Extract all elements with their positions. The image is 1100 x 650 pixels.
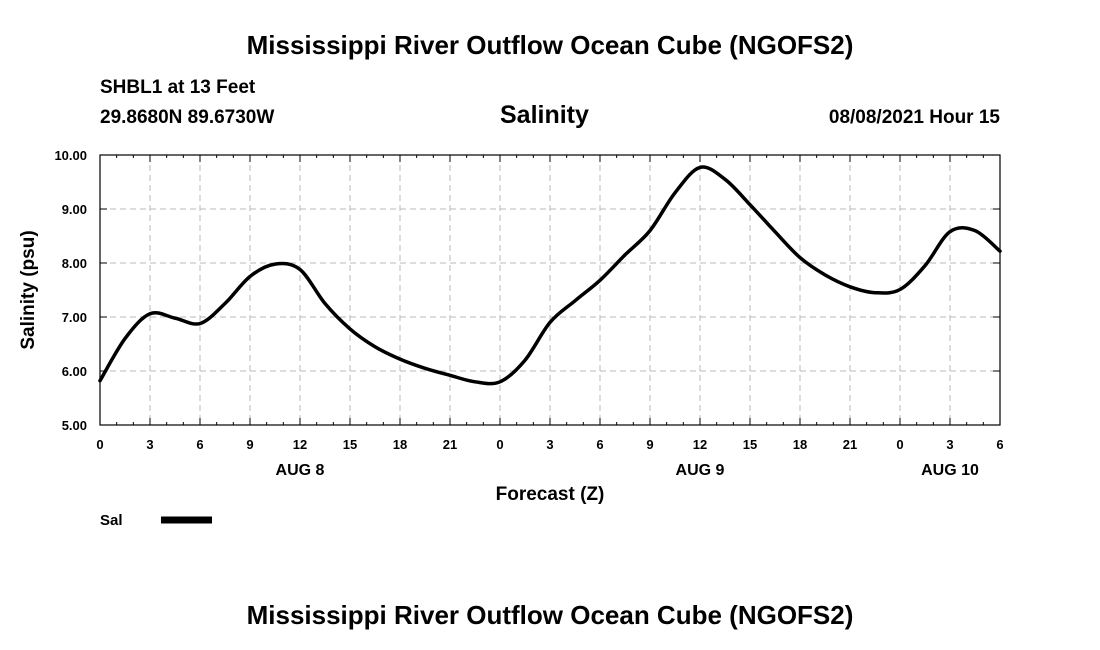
x-tick-label: 0 (896, 437, 903, 452)
x-tick-label: 3 (146, 437, 153, 452)
series-line-sal (98, 165, 1002, 386)
grid-lines (100, 155, 1000, 425)
x-tick-label: 3 (946, 437, 953, 452)
x-tick-label: 15 (343, 437, 357, 452)
forecast-timestamp: 08/08/2021 Hour 15 (828, 107, 1000, 128)
x-tick-label: 21 (843, 437, 857, 452)
x-tick-label: 0 (96, 437, 103, 452)
series-group (98, 165, 1002, 386)
y-tick-label: 10.00 (54, 148, 87, 163)
x-tick-label: 18 (393, 437, 407, 452)
y-tick-label: 7.00 (62, 310, 87, 325)
x-tick-label: 6 (996, 437, 1003, 452)
station-label: SHBL1 at 13 Feet (100, 77, 256, 98)
variable-title: Salinity (500, 101, 589, 129)
x-axis-title: Forecast (Z) (496, 484, 605, 505)
y-tick-labels: 5.00 6.00 7.00 8.00 9.00 10.00 (54, 148, 87, 433)
x-tick-label: 6 (596, 437, 603, 452)
x-tick-label: 9 (246, 437, 253, 452)
day-label: AUG 8 (276, 462, 325, 479)
x-tick-label: 3 (546, 437, 553, 452)
x-tick-label: 18 (793, 437, 807, 452)
plot-frame (99, 154, 1001, 426)
y-tick-label: 9.00 (62, 202, 87, 217)
x-tick-label: 12 (693, 437, 707, 452)
legend-label-sal: Sal (100, 512, 123, 529)
x-tick-label: 0 (496, 437, 503, 452)
x-tick-label: 9 (646, 437, 653, 452)
day-label: AUG 10 (921, 462, 979, 479)
footer-title: Mississippi River Outflow Ocean Cube (NG… (246, 600, 854, 630)
day-label: AUG 9 (676, 462, 725, 479)
x-tick-labels: 0 3 6 9 12 15 18 21 0 3 6 9 12 15 18 21 0 3 6 (96, 437, 1003, 452)
station-coordinates: 29.8680N 89.6730W (100, 107, 275, 128)
legend: Sal (100, 512, 212, 529)
y-axis-title: Salinity (psu) (18, 230, 39, 349)
day-labels: AUG 8 AUG 9 AUG 10 (276, 462, 979, 479)
x-tick-label: 6 (196, 437, 203, 452)
x-tick-label: 21 (443, 437, 457, 452)
y-tick-label: 6.00 (62, 364, 87, 379)
y-tick-label: 5.00 (62, 418, 87, 433)
y-tick-label: 8.00 (62, 256, 87, 271)
x-tick-label: 12 (293, 437, 307, 452)
x-tick-label: 15 (743, 437, 757, 452)
chart-title: Mississippi River Outflow Ocean Cube (NG… (246, 30, 854, 60)
